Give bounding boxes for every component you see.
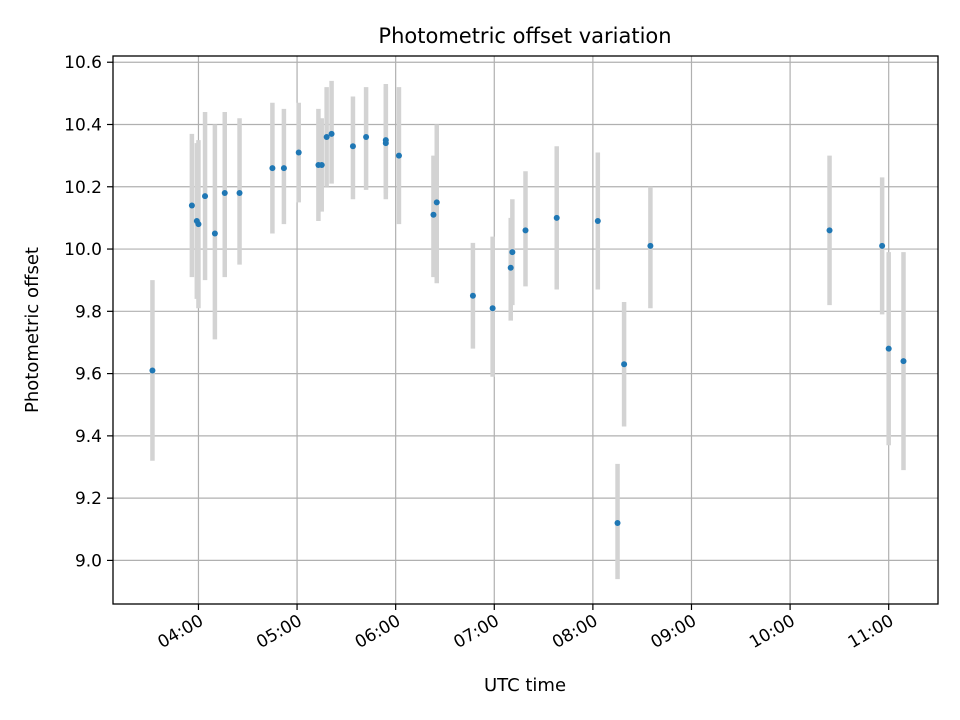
data-point bbox=[647, 242, 654, 249]
data-point bbox=[594, 218, 601, 225]
data-point bbox=[188, 202, 195, 209]
y-tick-label: 9.8 bbox=[75, 302, 102, 322]
plot-frame bbox=[112, 55, 939, 605]
data-point bbox=[202, 193, 209, 200]
data-point bbox=[349, 143, 356, 150]
data-point bbox=[195, 221, 202, 228]
data-point bbox=[509, 249, 516, 256]
data-point bbox=[826, 227, 833, 234]
data-point bbox=[221, 190, 228, 196]
data-point bbox=[323, 133, 330, 140]
data-point bbox=[430, 211, 437, 218]
y-tick-label: 9.4 bbox=[75, 427, 102, 447]
data-point bbox=[489, 305, 496, 312]
data-point bbox=[433, 199, 440, 206]
data-point bbox=[328, 130, 335, 137]
data-point bbox=[363, 133, 370, 140]
point-layer bbox=[149, 130, 907, 527]
data-point bbox=[280, 165, 287, 172]
data-point bbox=[885, 345, 892, 352]
x-axis-title: UTC time bbox=[484, 675, 566, 696]
data-point bbox=[522, 227, 529, 234]
y-axis-title: Photometric offset bbox=[22, 247, 43, 413]
data-point bbox=[382, 137, 389, 144]
data-point bbox=[211, 230, 218, 237]
y-tick-label: 10.0 bbox=[64, 240, 102, 260]
data-point bbox=[900, 358, 907, 365]
y-tick-label: 10.4 bbox=[64, 116, 102, 136]
data-point bbox=[469, 292, 476, 299]
y-tick-label: 10.2 bbox=[64, 178, 102, 198]
y-tick-label: 10.6 bbox=[64, 53, 102, 73]
data-point bbox=[236, 190, 243, 196]
data-point bbox=[295, 149, 302, 156]
y-tick-label: 9.6 bbox=[75, 365, 102, 385]
y-tick-label: 9.0 bbox=[75, 551, 102, 571]
data-point bbox=[879, 242, 886, 249]
data-point bbox=[614, 520, 621, 527]
data-point bbox=[149, 367, 156, 374]
data-point bbox=[507, 264, 514, 271]
y-tick-label: 9.2 bbox=[75, 489, 102, 509]
data-point bbox=[395, 152, 402, 159]
chart-title: Photometric offset variation bbox=[378, 24, 671, 48]
data-point bbox=[269, 165, 276, 172]
data-point bbox=[621, 361, 628, 368]
data-point bbox=[318, 161, 325, 168]
data-point bbox=[553, 214, 560, 221]
